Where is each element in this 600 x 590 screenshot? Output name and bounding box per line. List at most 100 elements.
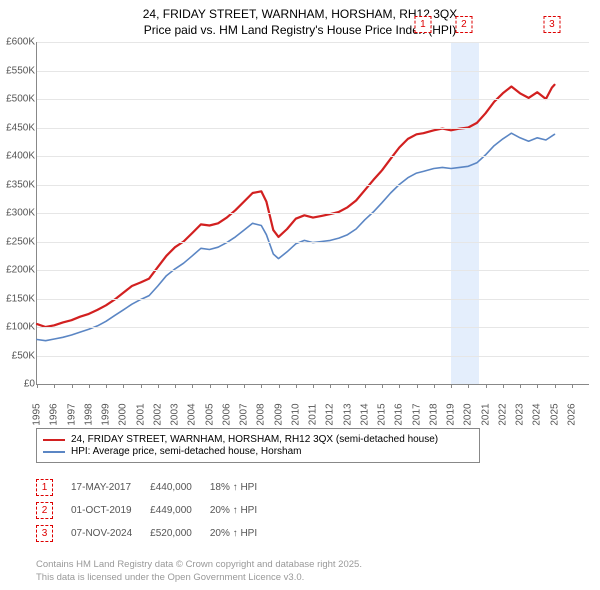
x-axis-label: 2013 (342, 403, 353, 425)
sale-marker-cell: 2 (36, 499, 71, 522)
legend-row: 24, FRIDAY STREET, WARNHAM, HORSHAM, RH1… (43, 434, 473, 445)
x-tick (175, 384, 176, 388)
y-gridline (37, 71, 589, 72)
y-gridline (37, 128, 589, 129)
x-axis-label: 2002 (152, 403, 163, 425)
y-gridline (37, 327, 589, 328)
sales-table: 1 17-MAY-2017£440,00018% ↑ HPI 2 01-OCT-201… (36, 476, 275, 545)
legend-swatch (43, 451, 65, 453)
sale-date: 01-OCT-2019 (71, 499, 150, 522)
x-tick (261, 384, 262, 388)
y-axis-label: £200K (1, 265, 35, 276)
x-axis-label: 2026 (566, 403, 577, 425)
series-price_paid (37, 85, 555, 327)
x-axis-label: 2015 (377, 403, 388, 425)
x-tick (555, 384, 556, 388)
sale-marker-1: 1 (414, 16, 431, 33)
x-tick (89, 384, 90, 388)
footer-line-1: Contains HM Land Registry data © Crown c… (36, 559, 362, 571)
y-gridline (37, 185, 589, 186)
y-axis-label: £350K (1, 179, 35, 190)
x-tick (279, 384, 280, 388)
y-gridline (37, 356, 589, 357)
x-tick (348, 384, 349, 388)
x-tick (572, 384, 573, 388)
y-gridline (37, 242, 589, 243)
x-tick (451, 384, 452, 388)
x-tick (106, 384, 107, 388)
sale-price: £449,000 (150, 499, 210, 522)
x-tick (123, 384, 124, 388)
y-axis-label: £150K (1, 293, 35, 304)
x-tick (399, 384, 400, 388)
footer-line-2: This data is licensed under the Open Gov… (36, 572, 362, 584)
x-tick (537, 384, 538, 388)
legend-box: 24, FRIDAY STREET, WARNHAM, HORSHAM, RH1… (36, 428, 480, 463)
x-tick (486, 384, 487, 388)
sale-date: 17-MAY-2017 (71, 476, 150, 499)
x-axis-label: 2004 (187, 403, 198, 425)
x-tick (244, 384, 245, 388)
y-axis-label: £300K (1, 208, 35, 219)
sale-marker-icon: 1 (36, 479, 53, 496)
x-axis-label: 2017 (411, 403, 422, 425)
x-tick (382, 384, 383, 388)
y-axis-label: £400K (1, 151, 35, 162)
sale-price: £440,000 (150, 476, 210, 499)
y-axis-label: £450K (1, 122, 35, 133)
x-tick (54, 384, 55, 388)
x-axis-label: 2024 (532, 403, 543, 425)
chart-plot-area: £0£50K£100K£150K£200K£250K£300K£350K£400… (36, 42, 589, 385)
y-gridline (37, 99, 589, 100)
x-axis-label: 2019 (446, 403, 457, 425)
y-gridline (37, 299, 589, 300)
x-tick (192, 384, 193, 388)
y-axis-label: £0 (1, 379, 35, 390)
y-axis-label: £250K (1, 236, 35, 247)
x-tick (520, 384, 521, 388)
sale-marker-3: 3 (543, 16, 560, 33)
x-tick (313, 384, 314, 388)
sale-delta: 18% ↑ HPI (210, 476, 275, 499)
sale-price: £520,000 (150, 522, 210, 545)
sale-date: 07-NOV-2024 (71, 522, 150, 545)
x-axis-label: 2011 (308, 404, 319, 426)
x-tick (296, 384, 297, 388)
sale-row: 307-NOV-2024£520,00020% ↑ HPI (36, 522, 275, 545)
legend-label: HPI: Average price, semi-detached house,… (71, 446, 302, 457)
x-tick (37, 384, 38, 388)
x-axis-label: 1997 (66, 403, 77, 425)
y-axis-label: £100K (1, 322, 35, 333)
x-axis-label: 2009 (273, 403, 284, 425)
y-axis-label: £600K (1, 37, 35, 48)
x-axis-label: 2010 (290, 403, 301, 425)
x-axis-label: 2014 (359, 403, 370, 425)
x-tick (434, 384, 435, 388)
x-tick (72, 384, 73, 388)
y-axis-label: £550K (1, 65, 35, 76)
x-axis-label: 2021 (480, 403, 491, 425)
x-axis-label: 2001 (135, 403, 146, 425)
x-axis-label: 2020 (463, 403, 474, 425)
x-axis-label: 1999 (101, 403, 112, 425)
x-tick (503, 384, 504, 388)
sale-row: 1 17-MAY-2017£440,00018% ↑ HPI (36, 476, 275, 499)
y-gridline (37, 213, 589, 214)
x-axis-label: 2007 (239, 403, 250, 425)
sale-delta: 20% ↑ HPI (210, 522, 275, 545)
y-axis-label: £500K (1, 94, 35, 105)
x-tick (365, 384, 366, 388)
legend-label: 24, FRIDAY STREET, WARNHAM, HORSHAM, RH1… (71, 434, 438, 445)
footer-attribution: Contains HM Land Registry data © Crown c… (36, 559, 362, 584)
x-tick (210, 384, 211, 388)
sale-marker-cell: 3 (36, 522, 71, 545)
y-gridline (37, 270, 589, 271)
title-line-1: 24, FRIDAY STREET, WARNHAM, HORSHAM, RH1… (0, 6, 600, 22)
x-tick (158, 384, 159, 388)
x-tick (417, 384, 418, 388)
x-axis-label: 1998 (83, 403, 94, 425)
sale-marker-icon: 2 (36, 502, 53, 519)
sale-marker-2: 2 (455, 16, 472, 33)
x-tick (330, 384, 331, 388)
sale-delta: 20% ↑ HPI (210, 499, 275, 522)
